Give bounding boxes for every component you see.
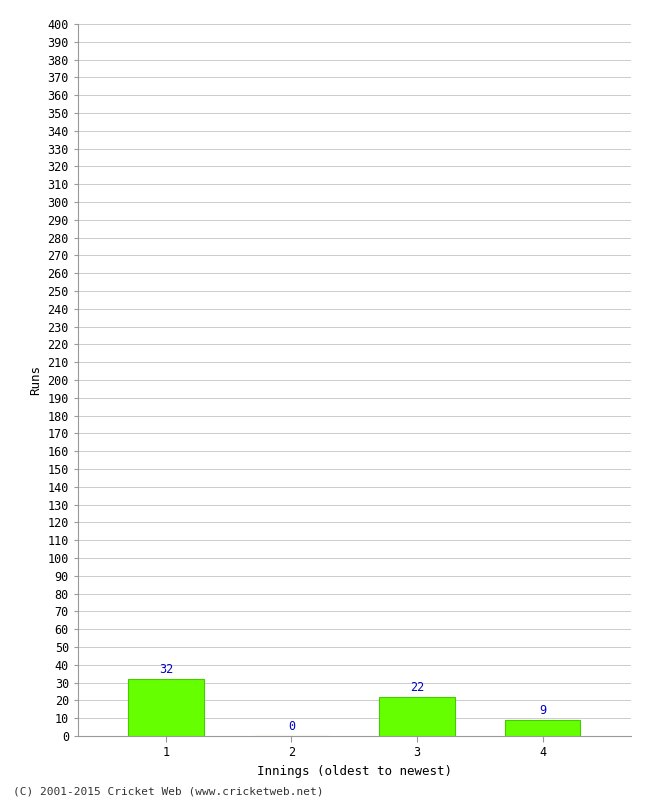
Text: 22: 22 <box>410 681 424 694</box>
Text: 32: 32 <box>159 663 173 676</box>
X-axis label: Innings (oldest to newest): Innings (oldest to newest) <box>257 765 452 778</box>
Text: 9: 9 <box>539 704 546 718</box>
Text: (C) 2001-2015 Cricket Web (www.cricketweb.net): (C) 2001-2015 Cricket Web (www.cricketwe… <box>13 786 324 796</box>
Y-axis label: Runs: Runs <box>29 365 42 395</box>
Bar <box>380 697 455 736</box>
Bar <box>505 720 580 736</box>
Bar <box>128 679 203 736</box>
Text: 0: 0 <box>288 720 295 734</box>
